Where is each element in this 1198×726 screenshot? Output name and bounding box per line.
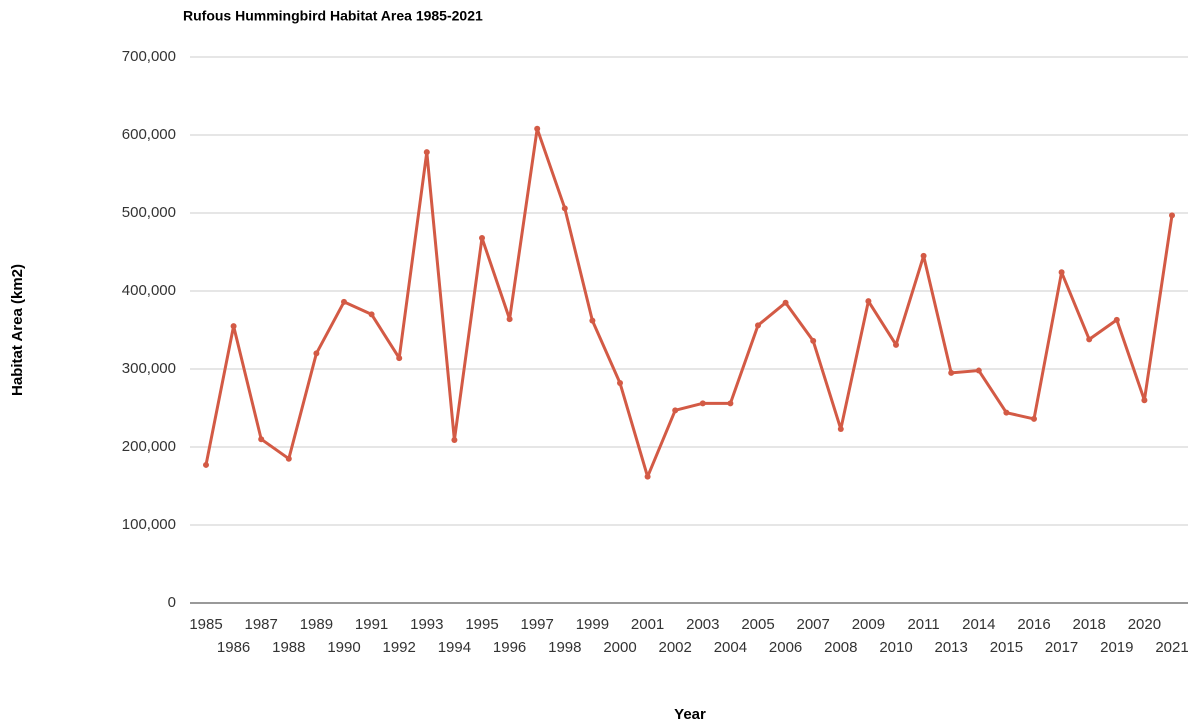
data-point [561, 205, 568, 212]
x-tick-label: 2007 [797, 616, 830, 633]
data-point [423, 149, 430, 156]
y-tick-label: 100,000 [122, 516, 176, 533]
data-point [368, 311, 375, 318]
data-point [699, 400, 706, 407]
data-point [341, 298, 347, 305]
data-point [479, 234, 485, 241]
y-tick-label: 0 [168, 594, 176, 611]
chart-title: Rufous Hummingbird Habitat Area 1985-202… [183, 8, 483, 24]
x-tick-label: 2009 [852, 616, 885, 633]
x-tick-label: 1995 [465, 616, 498, 633]
data-point [258, 436, 265, 443]
x-tick-label: 2021 [1155, 639, 1188, 656]
data-point [1169, 212, 1175, 219]
data-point [1141, 397, 1148, 404]
x-tick-label: 2014 [962, 616, 995, 633]
data-point [285, 455, 292, 462]
x-tick-label: 1993 [410, 616, 443, 633]
x-tick-label: 2020 [1128, 616, 1161, 633]
y-tick-label: 300,000 [122, 360, 176, 377]
x-tick-label: 2016 [1017, 616, 1050, 633]
x-axis-label: Year [674, 706, 706, 723]
x-tick-label: 1991 [355, 616, 388, 633]
data-point [1113, 316, 1120, 323]
x-tick-label: 2006 [769, 639, 802, 656]
data-point [837, 426, 844, 433]
data-point [975, 367, 982, 374]
data-point [755, 322, 761, 329]
data-point [506, 316, 513, 323]
data-point [727, 400, 734, 407]
data-point [617, 380, 623, 387]
x-tick-label: 1986 [217, 639, 250, 656]
x-tick-label: 2003 [686, 616, 719, 633]
data-point [203, 461, 209, 468]
x-tick-label: 2013 [935, 639, 968, 656]
data-point [1086, 336, 1093, 343]
x-tick-label: 2011 [907, 616, 939, 633]
data-point [810, 337, 817, 344]
data-point [313, 350, 320, 357]
x-tick-label: 1989 [300, 616, 333, 633]
data-point [672, 407, 679, 414]
x-tick-label: 2004 [714, 639, 747, 656]
data-point [893, 341, 899, 348]
y-tick-label: 600,000 [122, 126, 176, 143]
data-point [644, 473, 651, 480]
x-tick-label: 1999 [576, 616, 609, 633]
y-tick-label: 700,000 [122, 48, 176, 65]
x-tick-label: 1987 [245, 616, 278, 633]
data-point [920, 252, 927, 259]
x-tick-label: 1988 [272, 639, 305, 656]
x-tick-label: 2001 [631, 616, 664, 633]
x-tick-label: 2010 [879, 639, 912, 656]
data-point [1058, 269, 1065, 276]
x-tick-label: 1985 [189, 616, 222, 633]
x-tick-label: 2019 [1100, 639, 1133, 656]
data-point [1031, 415, 1037, 422]
data-line [204, 127, 1174, 479]
y-tick-label: 400,000 [122, 282, 176, 299]
x-tick-label: 2005 [741, 616, 774, 633]
x-tick-label: 2018 [1073, 616, 1106, 633]
y-tick-label: 200,000 [122, 438, 176, 455]
x-tick-label: 1997 [521, 616, 554, 633]
x-tick-label: 2017 [1045, 639, 1078, 656]
y-tick-label: 500,000 [122, 204, 176, 221]
data-point [396, 355, 403, 362]
y-axis-label: Habitat Area (km2) [9, 264, 26, 396]
data-point [865, 298, 872, 305]
x-tick-label: 2015 [990, 639, 1023, 656]
data-point [534, 125, 541, 132]
x-tick-label: 2000 [603, 639, 636, 656]
x-tick-label: 1990 [327, 639, 360, 656]
x-tick-label: 1996 [493, 639, 526, 656]
data-point [782, 299, 789, 306]
data-point [1003, 409, 1010, 416]
data-point [451, 436, 458, 443]
x-tick-label: 2002 [659, 639, 692, 656]
x-tick-label: 2008 [824, 639, 857, 656]
data-point [230, 323, 237, 330]
x-tick-label: 1992 [383, 639, 416, 656]
x-tick-label: 1998 [548, 639, 581, 656]
data-point [948, 369, 955, 376]
x-tick-label: 1994 [438, 639, 471, 656]
data-point [589, 317, 596, 324]
